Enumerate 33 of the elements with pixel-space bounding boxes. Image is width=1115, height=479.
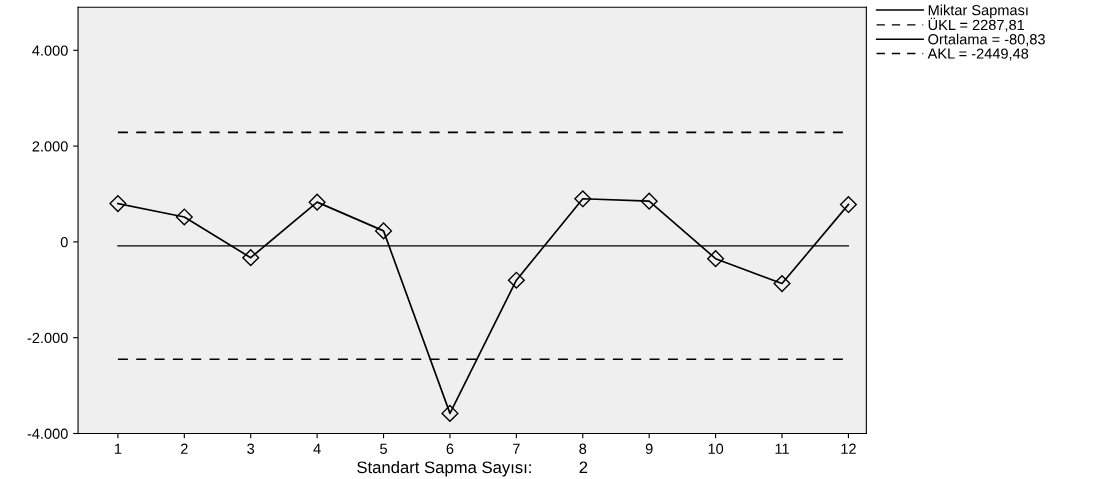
x-tick-label: 1 (114, 443, 122, 454)
x-tick-label: 4 (313, 443, 321, 454)
point (640, 192, 658, 210)
x-tick-label: 7 (513, 443, 520, 454)
point (374, 222, 393, 240)
point (242, 249, 260, 267)
x-tick-label: 6 (446, 443, 454, 454)
point (441, 404, 459, 422)
legend-label: ÜKL = 2287,81 (928, 17, 1025, 32)
point (175, 208, 193, 226)
x-axis-title: Standart Sapma Sayısı: 2 (357, 460, 588, 477)
y-tick-label: 2.000 (32, 141, 68, 152)
point (574, 190, 592, 208)
point (507, 271, 525, 289)
x-tick-label: 12 (841, 443, 856, 454)
y-tick-label: 4.000 (32, 45, 68, 56)
x-tick-label: 5 (380, 443, 387, 454)
legend-label: AKL = -2449,48 (927, 48, 1029, 61)
legend-label: Ortalama = -80,83 (928, 33, 1045, 47)
y-tick-label: 0 (60, 237, 68, 248)
point (707, 250, 725, 268)
x-tick-label: 3 (247, 443, 255, 454)
x-tick-label: 8 (579, 443, 587, 454)
point (773, 275, 791, 293)
x-tick-label: 11 (775, 443, 789, 454)
y-tick-label: -4.000 (27, 428, 68, 439)
point (308, 193, 326, 211)
x-tick-label: 2 (180, 443, 188, 454)
point (839, 195, 857, 214)
x-tick-label: 10 (708, 443, 724, 454)
y-tick-label: -2.000 (27, 332, 68, 344)
x-tick-label: 9 (645, 443, 653, 454)
point (109, 195, 127, 213)
